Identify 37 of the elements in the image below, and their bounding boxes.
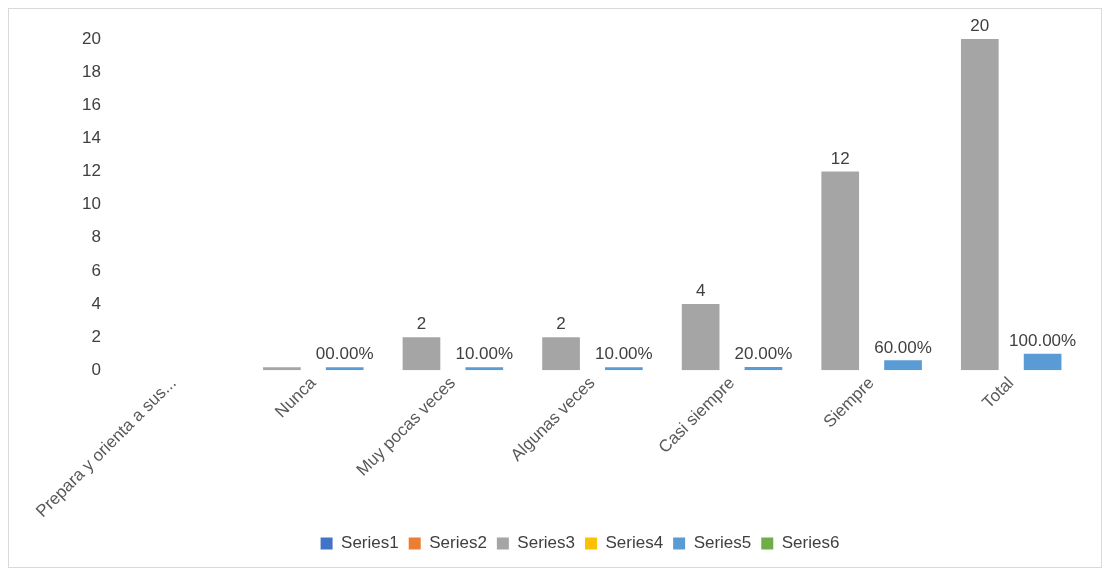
y-tick-label: 16 — [81, 94, 101, 114]
legend-label: Series4 — [605, 533, 664, 553]
data-label: 20 — [970, 16, 990, 36]
bar — [605, 367, 643, 371]
data-label: 00.00% — [315, 344, 374, 364]
legend-label: Series1 — [341, 533, 399, 553]
y-tick-label: 0 — [91, 359, 101, 379]
y-tick-label: 8 — [91, 227, 101, 247]
data-label: 12 — [830, 148, 850, 168]
legend-label: Series3 — [517, 533, 575, 553]
legend-label: Series6 — [781, 533, 840, 553]
bar — [1023, 353, 1062, 371]
y-tick-label: 10 — [81, 194, 101, 214]
data-label: 10.00% — [595, 344, 653, 364]
data-label: 2 — [416, 314, 427, 334]
y-tick-label: 4 — [91, 293, 101, 313]
y-tick-label: 2 — [91, 326, 101, 346]
bar — [884, 360, 922, 371]
data-label: 2 — [556, 314, 566, 334]
legend-label: Series5 — [693, 533, 752, 553]
data-label: 20.00% — [734, 344, 793, 364]
bar — [542, 337, 580, 371]
y-tick-label: 18 — [81, 61, 101, 81]
data-label: 10.00% — [455, 344, 514, 364]
data-label: 4 — [695, 281, 706, 301]
bar — [960, 39, 999, 371]
bar — [681, 304, 720, 371]
y-tick-label: 6 — [91, 260, 101, 280]
bar — [402, 337, 441, 371]
data-label: 100.00% — [1009, 330, 1077, 350]
bar — [821, 171, 860, 371]
bar — [465, 367, 504, 371]
y-tick-label: 20 — [81, 28, 101, 48]
legend-label: Series2 — [429, 533, 487, 553]
y-tick-label: 14 — [81, 128, 101, 148]
data-label: 60.00% — [874, 337, 932, 357]
y-tick-label: 12 — [81, 161, 101, 181]
